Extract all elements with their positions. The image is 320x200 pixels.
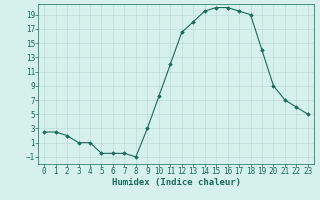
X-axis label: Humidex (Indice chaleur): Humidex (Indice chaleur) [111, 178, 241, 187]
